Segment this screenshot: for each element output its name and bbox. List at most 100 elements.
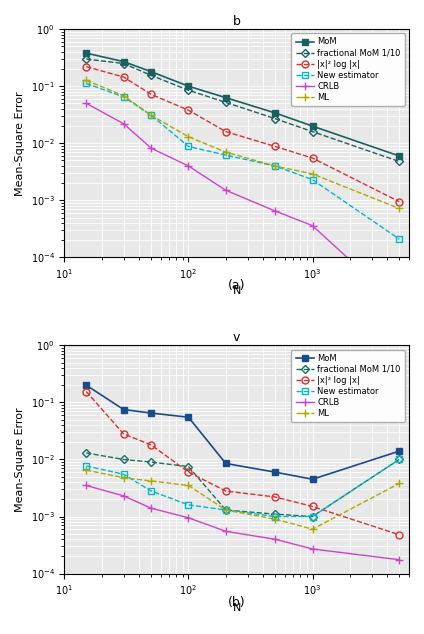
X-axis label: N: N: [232, 603, 241, 612]
fractional MoM 1/10: [396, 456, 402, 463]
New estimator: [223, 506, 229, 514]
CRLB: [84, 482, 89, 489]
ML: [149, 112, 154, 119]
MoM: [121, 58, 126, 65]
CRLB: [223, 527, 229, 535]
Line: |x|² log |x|: |x|² log |x|: [83, 63, 403, 205]
ML: [396, 480, 402, 488]
|x|² log |x|: [223, 487, 229, 495]
New estimator: [310, 513, 315, 521]
|x|² log |x|: [121, 73, 126, 81]
Line: CRLB: CRLB: [82, 481, 403, 564]
CRLB: [223, 186, 229, 194]
New estimator: [273, 513, 278, 521]
CRLB: [310, 222, 315, 230]
New estimator: [149, 487, 154, 495]
|x|² log |x|: [310, 503, 315, 510]
MoM: [396, 448, 402, 455]
ML: [223, 148, 229, 156]
|x|² log |x|: [273, 493, 278, 501]
fractional MoM 1/10: [84, 449, 89, 456]
|x|² log |x|: [310, 154, 315, 162]
fractional MoM 1/10: [121, 456, 126, 463]
Legend: MoM, fractional MoM 1/10, |x|² log |x|, New estimator, CRLB, ML: MoM, fractional MoM 1/10, |x|² log |x|, …: [291, 349, 405, 422]
|x|² log |x|: [186, 469, 191, 476]
MoM: [121, 406, 126, 413]
|x|² log |x|: [84, 63, 89, 70]
Line: |x|² log |x|: |x|² log |x|: [83, 388, 403, 538]
New estimator: [84, 462, 89, 470]
ML: [84, 77, 89, 84]
|x|² log |x|: [149, 91, 154, 98]
|x|² log |x|: [84, 388, 89, 396]
fractional MoM 1/10: [310, 128, 315, 136]
ML: [273, 162, 278, 170]
Y-axis label: Mean-Square Error: Mean-Square Error: [15, 407, 25, 512]
ML: [310, 526, 315, 533]
X-axis label: N: N: [232, 287, 241, 297]
New estimator: [84, 80, 89, 87]
fractional MoM 1/10: [186, 463, 191, 470]
fractional MoM 1/10: [223, 99, 229, 107]
|x|² log |x|: [273, 143, 278, 150]
Line: fractional MoM 1/10: fractional MoM 1/10: [84, 56, 402, 164]
CRLB: [186, 162, 191, 170]
ML: [121, 474, 126, 481]
ML: [186, 482, 191, 489]
ML: [84, 467, 89, 474]
ML: [149, 477, 154, 485]
Line: ML: ML: [82, 466, 403, 533]
ML: [396, 205, 402, 212]
New estimator: [273, 162, 278, 170]
MoM: [186, 413, 191, 421]
CRLB: [273, 207, 278, 215]
CRLB: [273, 536, 278, 543]
|x|² log |x|: [223, 128, 229, 136]
Line: MoM: MoM: [84, 382, 402, 482]
MoM: [149, 410, 154, 417]
fractional MoM 1/10: [310, 513, 315, 521]
Line: ML: ML: [82, 76, 403, 212]
MoM: [310, 476, 315, 483]
Y-axis label: Mean-Square Error: Mean-Square Error: [15, 91, 25, 196]
CRLB: [310, 545, 315, 553]
|x|² log |x|: [149, 441, 154, 449]
|x|² log |x|: [396, 198, 402, 205]
MoM: [223, 460, 229, 467]
MoM: [273, 109, 278, 117]
CRLB: [84, 100, 89, 107]
MoM: [273, 469, 278, 476]
New estimator: [396, 456, 402, 463]
New estimator: [396, 235, 402, 243]
Legend: MoM, fractional MoM 1/10, |x|² log |x|, New estimator, CRLB, ML: MoM, fractional MoM 1/10, |x|² log |x|, …: [291, 34, 405, 106]
fractional MoM 1/10: [396, 158, 402, 165]
fractional MoM 1/10: [186, 86, 191, 94]
ML: [186, 133, 191, 141]
CRLB: [121, 120, 126, 127]
fractional MoM 1/10: [149, 72, 154, 79]
ML: [273, 515, 278, 523]
Line: fractional MoM 1/10: fractional MoM 1/10: [84, 450, 402, 519]
MoM: [223, 94, 229, 101]
New estimator: [121, 93, 126, 101]
Title: b: b: [233, 15, 241, 28]
CRLB: [121, 492, 126, 500]
Line: New estimator: New estimator: [84, 456, 402, 519]
fractional MoM 1/10: [121, 60, 126, 67]
CRLB: [149, 145, 154, 152]
|x|² log |x|: [186, 107, 191, 114]
New estimator: [186, 143, 191, 150]
MoM: [310, 122, 315, 130]
fractional MoM 1/10: [84, 55, 89, 63]
CRLB: [396, 301, 402, 309]
New estimator: [186, 501, 191, 508]
New estimator: [223, 152, 229, 159]
New estimator: [149, 112, 154, 119]
MoM: [84, 382, 89, 389]
New estimator: [310, 176, 315, 183]
MoM: [186, 82, 191, 90]
Line: CRLB: CRLB: [82, 100, 403, 309]
ML: [121, 92, 126, 100]
MoM: [84, 49, 89, 57]
MoM: [149, 68, 154, 75]
